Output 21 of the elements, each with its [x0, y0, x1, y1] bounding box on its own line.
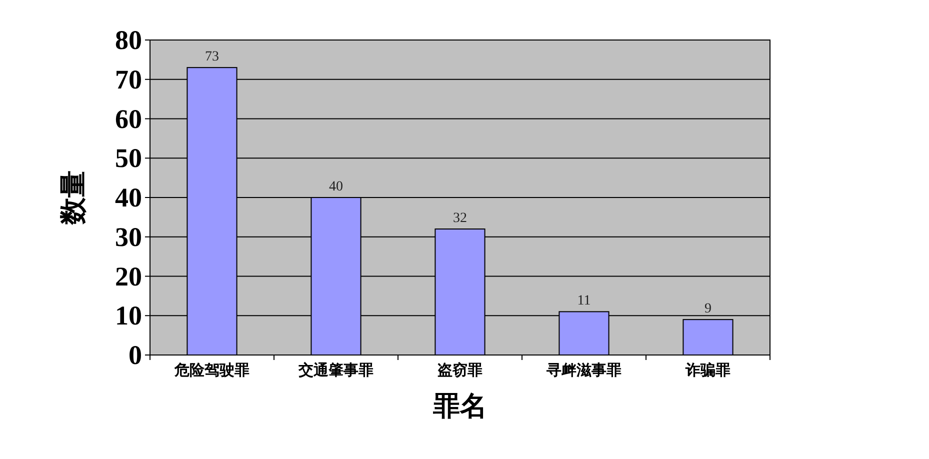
data-label: 9 — [704, 302, 712, 317]
data-label: 11 — [577, 294, 591, 309]
y-tick-label: 0 — [128, 340, 142, 370]
data-label: 73 — [205, 50, 219, 65]
y-axis-title: 数量 — [58, 170, 88, 226]
y-tick-label: 50 — [115, 143, 142, 174]
data-label: 32 — [453, 211, 467, 226]
x-tick-label: 诈骗罪 — [684, 361, 730, 379]
x-tick-label: 盗窃罪 — [438, 361, 482, 379]
y-tick-label: 20 — [115, 261, 142, 292]
y-tick-label: 10 — [115, 300, 142, 331]
x-tick-label: 交通肇事罪 — [298, 361, 374, 379]
x-tick-label: 寻衅滋事罪 — [546, 362, 622, 379]
data-label: 40 — [329, 180, 343, 194]
x-tick-label: 危险驾驶罪 — [174, 362, 250, 379]
y-tick-label: 60 — [115, 104, 142, 134]
y-tick-label: 30 — [115, 222, 142, 252]
x-axis-title: 罪名 — [432, 391, 487, 421]
y-tick-label: 80 — [115, 25, 142, 55]
y-tick-label: 70 — [115, 64, 142, 94]
y-tick-label: 40 — [115, 182, 142, 212]
